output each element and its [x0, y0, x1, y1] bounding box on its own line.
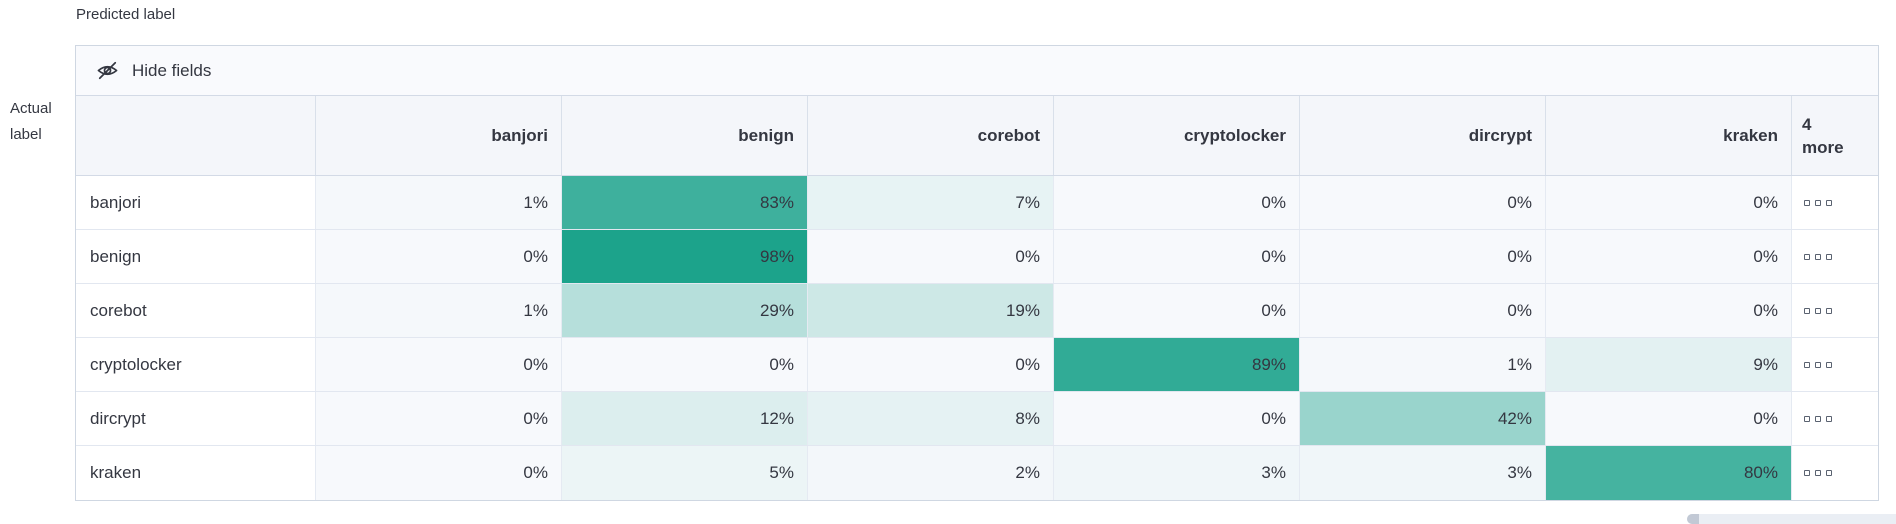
- matrix-cell: 0%: [316, 230, 562, 283]
- row-label-cell: kraken: [76, 446, 316, 500]
- matrix-cell: 3%: [1300, 446, 1546, 500]
- header-row: banjori benign corebot cryptolocker dirc…: [76, 96, 1878, 176]
- more-dots-icon: [1804, 361, 1832, 368]
- row-label-cell: banjori: [76, 176, 316, 229]
- matrix-cell: 0%: [1300, 230, 1546, 283]
- matrix-cell: 0%: [808, 338, 1054, 391]
- matrix-cell: 0%: [1546, 176, 1792, 229]
- matrix-cell: 0%: [1054, 176, 1300, 229]
- matrix-cell: 1%: [1300, 338, 1546, 391]
- matrix-cell: 0%: [1300, 176, 1546, 229]
- horizontal-scrollbar-track[interactable]: [1687, 514, 1896, 524]
- more-dots-icon: [1804, 253, 1832, 260]
- matrix-cell: 0%: [316, 392, 562, 445]
- more-dots-icon: [1804, 415, 1832, 422]
- matrix-cell: 80%: [1546, 446, 1792, 500]
- more-dots-icon: [1804, 307, 1832, 314]
- row-label-cell: dircrypt: [76, 392, 316, 445]
- matrix-cell: 12%: [562, 392, 808, 445]
- hide-fields-label: Hide fields: [132, 60, 212, 80]
- matrix-cell: 1%: [316, 284, 562, 337]
- matrix-cell: 2%: [808, 446, 1054, 500]
- matrix-cell: 0%: [1300, 284, 1546, 337]
- actual-axis-label: Actual label: [10, 96, 52, 148]
- matrix-cell: 7%: [808, 176, 1054, 229]
- column-header-kraken[interactable]: kraken: [1546, 96, 1792, 175]
- matrix-cell: 89%: [1054, 338, 1300, 391]
- matrix-cell: 0%: [1054, 230, 1300, 283]
- more-cell[interactable]: [1792, 284, 1878, 337]
- matrix-cell: 1%: [316, 176, 562, 229]
- row-label-cell: corebot: [76, 284, 316, 337]
- row-label-header-cell: [76, 96, 316, 175]
- column-header-cryptolocker[interactable]: cryptolocker: [1054, 96, 1300, 175]
- matrix-cell: 0%: [1546, 392, 1792, 445]
- matrix-cell: 42%: [1300, 392, 1546, 445]
- column-header-banjori[interactable]: banjori: [316, 96, 562, 175]
- more-cell[interactable]: [1792, 338, 1878, 391]
- table-row-banjori: banjori 1% 83% 7% 0% 0% 0%: [76, 176, 1878, 230]
- matrix-cell: 8%: [808, 392, 1054, 445]
- table-row-corebot: corebot 1% 29% 19% 0% 0% 0%: [76, 284, 1878, 338]
- matrix-cell: 83%: [562, 176, 808, 229]
- more-cell[interactable]: [1792, 176, 1878, 229]
- more-columns-header[interactable]: 4 more: [1792, 96, 1878, 175]
- matrix-cell: 0%: [1546, 230, 1792, 283]
- column-header-dircrypt[interactable]: dircrypt: [1300, 96, 1546, 175]
- actual-axis-label-line1: Actual: [10, 100, 52, 117]
- matrix-cell: 0%: [316, 446, 562, 500]
- eye-closed-icon: [96, 59, 119, 82]
- table-row-benign: benign 0% 98% 0% 0% 0% 0%: [76, 230, 1878, 284]
- matrix-cell: 0%: [1054, 284, 1300, 337]
- more-columns-word: more: [1802, 137, 1844, 157]
- matrix-cell: 5%: [562, 446, 808, 500]
- matrix-cell: 0%: [316, 338, 562, 391]
- matrix-cell: 29%: [562, 284, 808, 337]
- horizontal-scrollbar-thumb[interactable]: [1687, 514, 1699, 524]
- predicted-axis-label: Predicted label: [76, 6, 176, 23]
- column-header-corebot[interactable]: corebot: [808, 96, 1054, 175]
- table-row-kraken: kraken 0% 5% 2% 3% 3% 80%: [76, 446, 1878, 500]
- matrix-cell: 98%: [562, 230, 808, 283]
- more-columns-count: 4: [1802, 114, 1812, 134]
- matrix-cell: 19%: [808, 284, 1054, 337]
- matrix-cell: 0%: [562, 338, 808, 391]
- more-dots-icon: [1804, 470, 1832, 476]
- column-header-benign[interactable]: benign: [562, 96, 808, 175]
- more-dots-icon: [1804, 199, 1832, 206]
- matrix-cell: 3%: [1054, 446, 1300, 500]
- more-cell[interactable]: [1792, 446, 1878, 500]
- row-label-cell: cryptolocker: [76, 338, 316, 391]
- matrix-cell: 0%: [808, 230, 1054, 283]
- more-cell[interactable]: [1792, 230, 1878, 283]
- hide-fields-button[interactable]: Hide fields: [76, 46, 1878, 96]
- more-cell[interactable]: [1792, 392, 1878, 445]
- table-row-cryptolocker: cryptolocker 0% 0% 0% 89% 1% 9%: [76, 338, 1878, 392]
- row-label-cell: benign: [76, 230, 316, 283]
- matrix-cell: 0%: [1546, 284, 1792, 337]
- matrix-cell: 9%: [1546, 338, 1792, 391]
- table-row-dircrypt: dircrypt 0% 12% 8% 0% 42% 0%: [76, 392, 1878, 446]
- actual-axis-label-line2: label: [10, 126, 42, 143]
- matrix-cell: 0%: [1054, 392, 1300, 445]
- confusion-matrix-grid: Hide fields banjori benign corebot crypt…: [75, 45, 1879, 501]
